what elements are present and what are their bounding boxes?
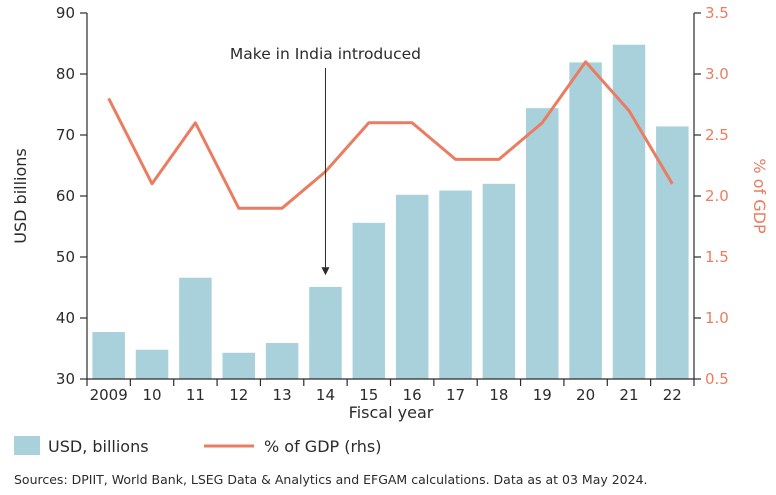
- x-tick-label-2009: 2009: [90, 386, 128, 404]
- right-tick-label: 2.0: [705, 187, 729, 205]
- right-tick-label: 3.0: [705, 65, 729, 83]
- bar-16: [395, 194, 429, 379]
- bar-11: [179, 277, 212, 379]
- left-tick-label: 70: [56, 126, 75, 144]
- bar-21: [612, 44, 646, 379]
- annotation-text: Make in India introduced: [230, 45, 421, 63]
- right-tick-label: 3.5: [705, 4, 729, 22]
- x-tick-label-18: 18: [489, 386, 508, 404]
- bar-20: [569, 62, 602, 379]
- x-tick-label-20: 20: [576, 386, 595, 404]
- x-ticks: 2009 10 11 12 13 14 15 16 17 18 19 20 21 22: [86, 379, 695, 404]
- x-tick-label-10: 10: [142, 386, 161, 404]
- right-tick-label: 1.0: [705, 309, 729, 327]
- left-tick-label: 60: [56, 187, 75, 205]
- annotation: Make in India introduced: [230, 45, 421, 276]
- left-tick-label: 90: [56, 4, 75, 22]
- x-tick-label-12: 12: [229, 386, 248, 404]
- bar-10: [135, 349, 169, 379]
- bar-13: [265, 343, 299, 379]
- legend-line-label: % of GDP (rhs): [264, 437, 382, 456]
- source-note: Sources: DPIIT, World Bank, LSEG Data & …: [14, 472, 648, 487]
- bar-14: [309, 286, 342, 379]
- legend: USD, billions % of GDP (rhs): [14, 436, 382, 456]
- right-tick-label: 2.5: [705, 126, 729, 144]
- x-tick-label-14: 14: [316, 386, 335, 404]
- x-tick-label-22: 22: [663, 386, 682, 404]
- x-tick-label-19: 19: [533, 386, 552, 404]
- left-tick-label: 30: [56, 370, 75, 388]
- right-tick-label: 1.5: [705, 248, 729, 266]
- annotation-arrow-head: [321, 267, 330, 276]
- right-ticks: 0.5 1.0 1.5 2.0 2.5 3.0 3.5: [694, 4, 729, 388]
- right-tick-label: 0.5: [705, 370, 729, 388]
- left-ticks: 30 40 50 60 70 80 90: [56, 4, 87, 388]
- bar-19: [525, 108, 559, 379]
- bar-2009: [92, 332, 125, 379]
- bar-15: [352, 222, 386, 379]
- line-series: [107, 60, 674, 210]
- x-axis-label: Fiscal year: [349, 403, 434, 422]
- x-tick-label-15: 15: [359, 386, 378, 404]
- bar-17: [439, 190, 472, 379]
- x-tick-label-16: 16: [403, 386, 422, 404]
- legend-bar-label: USD, billions: [48, 437, 149, 456]
- left-tick-label: 80: [56, 65, 75, 83]
- x-tick-label-13: 13: [273, 386, 292, 404]
- x-tick-label-11: 11: [186, 386, 205, 404]
- bar-series: [92, 44, 689, 380]
- bar-12: [222, 352, 256, 379]
- legend-bar-swatch: [14, 436, 40, 455]
- left-tick-label: 50: [56, 248, 75, 266]
- bar-18: [482, 183, 516, 379]
- x-tick-label-21: 21: [619, 386, 638, 404]
- y-axis-label-right: % of GDP: [750, 158, 769, 234]
- y-axis-label: USD billions: [11, 148, 30, 243]
- x-tick-label-17: 17: [446, 386, 465, 404]
- bar-22: [656, 126, 689, 380]
- left-tick-label: 40: [56, 309, 75, 327]
- gdp-line: [107, 60, 674, 210]
